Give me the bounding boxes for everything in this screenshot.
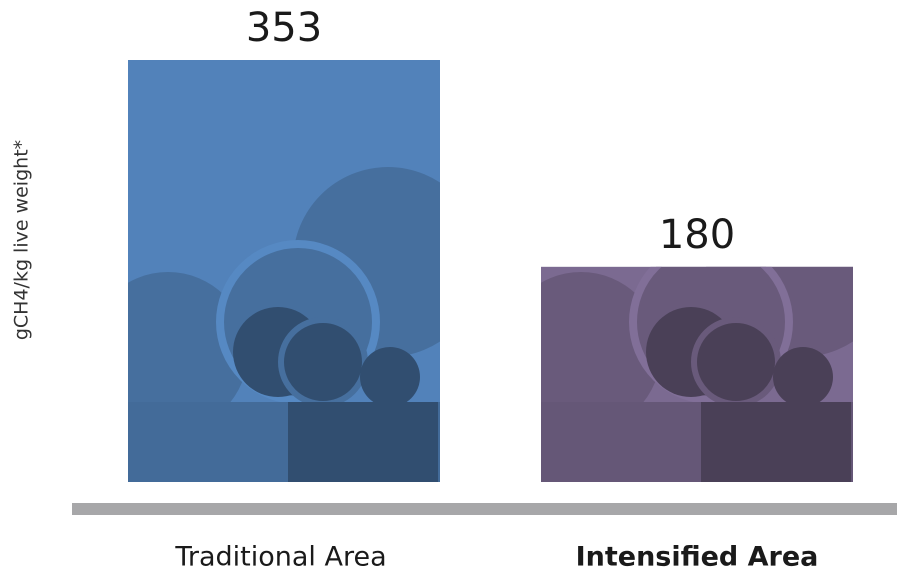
cloud xyxy=(288,402,438,482)
value-label: 353 xyxy=(246,5,322,51)
cloud xyxy=(701,402,851,482)
cloud xyxy=(691,317,781,407)
cloud xyxy=(278,317,368,407)
x-tick-label: Traditional Area xyxy=(174,542,386,573)
cloud xyxy=(360,347,420,407)
bar-decoration xyxy=(541,266,853,482)
baseline xyxy=(72,503,897,515)
y-axis-label: gCH4/kg live weight* xyxy=(11,140,33,340)
bar-decoration xyxy=(128,167,440,482)
value-label: 180 xyxy=(659,212,735,258)
cloud xyxy=(773,347,833,407)
x-tick-label: Intensified Area xyxy=(576,542,819,573)
